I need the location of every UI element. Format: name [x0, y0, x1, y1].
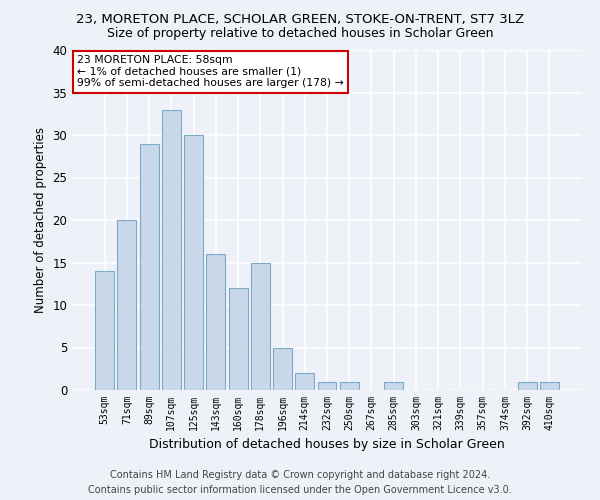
Bar [162, 110, 181, 390]
Bar [95, 271, 114, 390]
Bar [206, 254, 225, 390]
Bar [118, 220, 136, 390]
Bar [273, 348, 292, 390]
Bar [340, 382, 359, 390]
Bar [140, 144, 158, 390]
Bar [540, 382, 559, 390]
Text: 23 MORETON PLACE: 58sqm
← 1% of detached houses are smaller (1)
99% of semi-deta: 23 MORETON PLACE: 58sqm ← 1% of detached… [77, 55, 344, 88]
Y-axis label: Number of detached properties: Number of detached properties [34, 127, 47, 313]
Bar [384, 382, 403, 390]
Text: Size of property relative to detached houses in Scholar Green: Size of property relative to detached ho… [107, 28, 493, 40]
Bar [251, 262, 270, 390]
X-axis label: Distribution of detached houses by size in Scholar Green: Distribution of detached houses by size … [149, 438, 505, 452]
Bar [184, 135, 203, 390]
Text: 23, MORETON PLACE, SCHOLAR GREEN, STOKE-ON-TRENT, ST7 3LZ: 23, MORETON PLACE, SCHOLAR GREEN, STOKE-… [76, 12, 524, 26]
Bar [518, 382, 536, 390]
Bar [229, 288, 248, 390]
Bar [317, 382, 337, 390]
Text: Contains HM Land Registry data © Crown copyright and database right 2024.
Contai: Contains HM Land Registry data © Crown c… [88, 470, 512, 495]
Bar [295, 373, 314, 390]
